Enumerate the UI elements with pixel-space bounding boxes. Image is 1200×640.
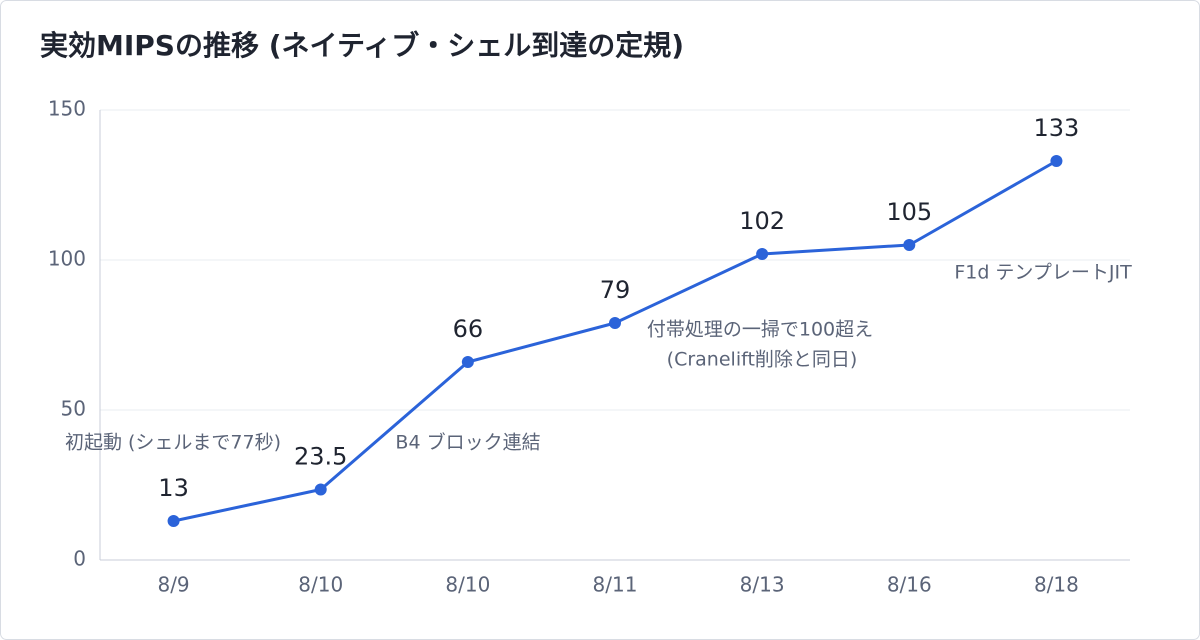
annotation: B4 ブロック連結	[395, 431, 540, 454]
annotation: 初起動 (シェルまで77秒)	[65, 432, 281, 454]
x-tick-label: 8/16	[887, 573, 932, 597]
x-tick-label: 8/18	[1034, 573, 1079, 597]
y-tick-label: 0	[73, 547, 86, 571]
data-point	[756, 248, 769, 260]
y-tick-label: 100	[48, 247, 86, 271]
x-tick-label: 8/10	[445, 573, 490, 597]
data-point	[609, 317, 621, 329]
x-tick-label: 8/9	[157, 573, 189, 597]
data-label: 102	[739, 207, 785, 235]
data-point	[903, 239, 916, 251]
data-label: 133	[1034, 114, 1080, 142]
y-tick-label: 50	[61, 397, 86, 421]
y-tick-label: 150	[48, 97, 86, 121]
x-tick-label: 8/13	[740, 573, 785, 597]
data-label: 66	[453, 315, 484, 343]
data-label: 79	[600, 276, 631, 304]
annotation: (Cranelift削除と同日)	[667, 349, 858, 371]
data-point	[314, 483, 327, 496]
chart-title: 実効MIPSの推移 (ネイティブ・シェル到達の定規)	[40, 29, 684, 62]
x-tick-label: 8/11	[593, 573, 638, 597]
data-point	[1050, 155, 1063, 167]
data-point	[461, 356, 474, 368]
annotation: 付帯処理の一掃で100超え	[647, 319, 873, 341]
data-label: 23.5	[294, 443, 347, 471]
annotation: F1d テンプレートJIT	[954, 262, 1132, 284]
x-tick-label: 8/10	[298, 573, 343, 597]
data-point	[167, 515, 180, 527]
data-label: 105	[886, 198, 932, 226]
data-label: 13	[158, 474, 189, 502]
